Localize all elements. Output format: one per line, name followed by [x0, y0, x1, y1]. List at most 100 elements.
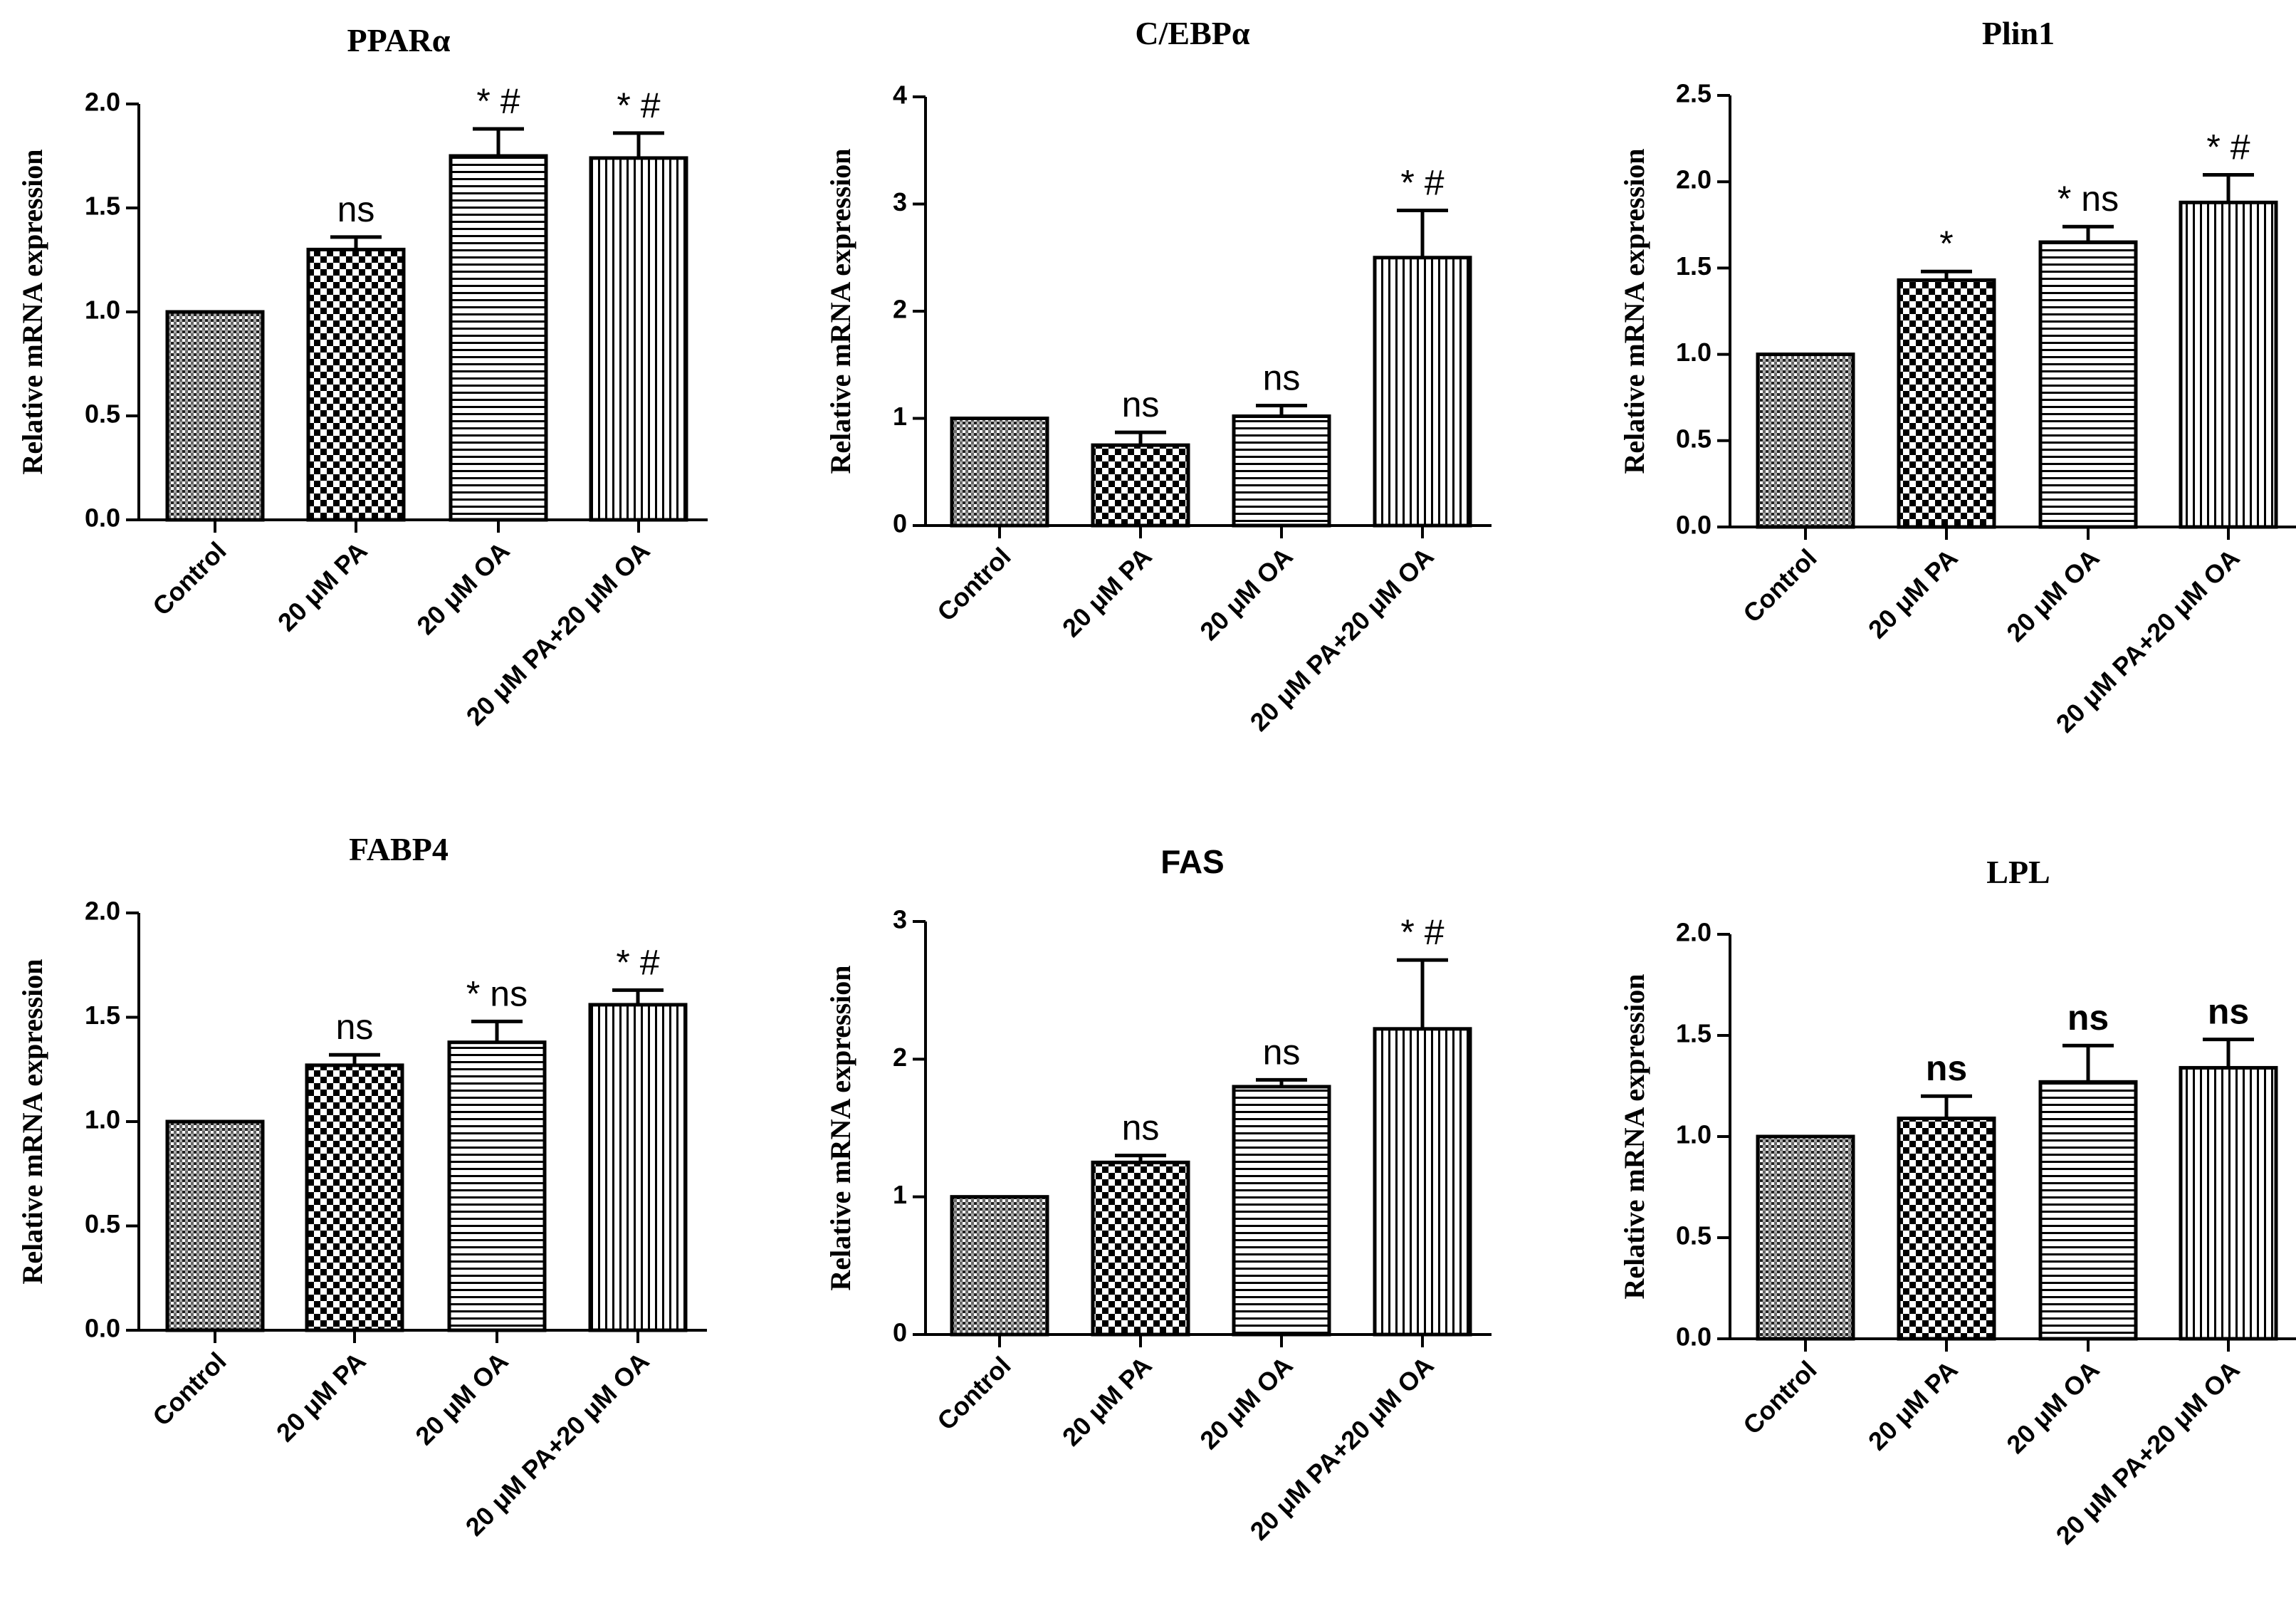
- y-tick-label: 3: [893, 905, 907, 934]
- significance-label: *: [1939, 224, 1953, 263]
- chart-panel-1: PPARα Relative mRNA expression 0.0 0.5 1.0 1.…: [16, 22, 708, 731]
- significance-label: * #: [1400, 912, 1444, 952]
- y-tick-label: 1.5: [85, 1001, 120, 1030]
- x-tick-label: 20 μM OA: [2001, 543, 2104, 647]
- x-tick-label: 20 μM OA: [1194, 542, 1298, 646]
- bar-3: [1232, 1085, 1331, 1337]
- y-tick-label: 2: [893, 295, 907, 324]
- x-tick-label: 20 μM OA: [409, 1347, 513, 1451]
- y-axis-label: Relative mRNA expression: [1618, 974, 1650, 1300]
- y-tick-label: 1: [893, 402, 907, 431]
- significance-label: ns: [2067, 998, 2109, 1038]
- y-tick-label: 1.5: [1676, 1019, 1711, 1048]
- chart-title: PPARα: [347, 22, 451, 58]
- bar-2: [306, 247, 406, 522]
- bar-1: [165, 1119, 265, 1332]
- x-tick-label: Control: [147, 1347, 231, 1431]
- y-tick-label: 0.5: [1676, 1221, 1711, 1250]
- x-tick-label: 20 μM OA: [411, 536, 515, 640]
- x-tick-label: Control: [931, 542, 1016, 627]
- y-tick-label: 2.0: [1676, 165, 1711, 194]
- y-tick-label: 2.0: [85, 88, 120, 117]
- y-tick-label: 1.5: [1676, 251, 1711, 281]
- y-tick-label: 0.5: [85, 400, 120, 429]
- bar-2: [305, 1063, 404, 1332]
- x-tick-label: 20 μM PA: [1862, 543, 1964, 644]
- x-tick-label: 20 μM PA: [1057, 1351, 1158, 1452]
- chart-title: LPL: [1986, 854, 2050, 890]
- bar-3: [2038, 240, 2138, 529]
- bar-3: [2038, 1080, 2138, 1341]
- bar-2: [1897, 278, 1996, 529]
- significance-label: * #: [617, 85, 660, 125]
- bar-4: [2179, 200, 2278, 529]
- y-tick-label: 2.0: [85, 897, 120, 926]
- y-axis-label: Relative mRNA expression: [824, 966, 856, 1291]
- y-axis-label: Relative mRNA expression: [824, 149, 856, 474]
- y-axis-label: Relative mRNA expression: [16, 959, 48, 1285]
- y-tick-label: 0.5: [1676, 424, 1711, 453]
- significance-label: ns: [1263, 1032, 1301, 1072]
- y-tick-label: 2.5: [1676, 79, 1711, 108]
- x-tick-label: 20 μM PA: [1862, 1355, 1964, 1456]
- x-tick-label: Control: [931, 1351, 1016, 1436]
- y-tick-label: 4: [893, 80, 907, 110]
- y-tick-label: 2: [893, 1043, 907, 1072]
- y-tick-label: 0: [893, 1318, 907, 1347]
- y-tick-label: 1.5: [85, 192, 120, 221]
- bar-4: [589, 156, 688, 522]
- y-tick-label: 1.0: [85, 296, 120, 325]
- y-tick-label: 1.0: [1676, 338, 1711, 367]
- bar-4: [2179, 1065, 2278, 1341]
- y-tick-label: 2.0: [1676, 918, 1711, 947]
- bar-4: [588, 1003, 688, 1332]
- y-tick-label: 3: [893, 187, 907, 216]
- significance-label: ns: [2208, 992, 2249, 1032]
- bar-1: [1756, 1134, 1855, 1341]
- bar-1: [165, 310, 265, 522]
- y-tick-label: 0.5: [85, 1209, 120, 1238]
- significance-label: * #: [1400, 163, 1444, 203]
- bar-1: [950, 1195, 1049, 1337]
- x-tick-label: 20 μM PA: [1057, 542, 1158, 643]
- significance-label: ns: [1263, 357, 1301, 397]
- bar-1: [950, 417, 1049, 528]
- significance-label: ns: [336, 1007, 374, 1047]
- significance-label: * ns: [466, 973, 528, 1013]
- bar-1: [1756, 352, 1855, 529]
- y-tick-label: 0.0: [1676, 511, 1711, 540]
- y-tick-label: 0.0: [85, 503, 120, 533]
- chart-panel-4: FABP4 Relative mRNA expression 0.0 0.5 1.0 1.…: [16, 831, 707, 1542]
- y-tick-label: 1.0: [1676, 1120, 1711, 1149]
- bar-2: [1091, 443, 1190, 528]
- chart-panel-6: LPL Relative mRNA expression 0.0 0.5 1.0 1.5 2…: [1618, 854, 2296, 1550]
- chart-panel-2: C/EBPα Relative mRNA expression 0 1 2 3 4 Contr…: [824, 15, 1492, 737]
- significance-label: ns: [1926, 1048, 1967, 1088]
- chart-title: Plin1: [1982, 15, 2055, 51]
- bar-4: [1373, 256, 1472, 528]
- y-tick-label: 0: [893, 509, 907, 538]
- bar-4: [1373, 1027, 1472, 1337]
- x-tick-label: 20 μM OA: [1194, 1351, 1298, 1455]
- significance-label: ns: [1122, 1108, 1160, 1148]
- x-tick-label: Control: [1737, 1355, 1822, 1440]
- y-tick-label: 1.0: [85, 1105, 120, 1134]
- x-tick-label: Control: [147, 536, 231, 621]
- chart-panel-5: FAS Relative mRNA expression 0 1 2 3 Control 20…: [824, 843, 1492, 1546]
- chart-panel-3: Plin1 Relative mRNA expression 0.0 0.5 1.0 1.…: [1618, 15, 2296, 738]
- y-tick-label: 0.0: [85, 1314, 120, 1343]
- bar-3: [447, 1040, 547, 1332]
- significance-label: * ns: [2058, 179, 2119, 219]
- x-tick-label: 20 μM PA: [272, 536, 373, 637]
- chart-title: FAS: [1160, 843, 1224, 880]
- y-axis-label: Relative mRNA expression: [16, 150, 48, 475]
- bar-2: [1091, 1160, 1190, 1337]
- y-tick-label: 1: [893, 1180, 907, 1209]
- x-tick-label: Control: [1737, 543, 1822, 628]
- bar-2: [1897, 1116, 1996, 1341]
- x-tick-label: 20 μM PA: [271, 1347, 372, 1448]
- bar-3: [1232, 414, 1331, 528]
- x-tick-label: 20 μM OA: [2001, 1355, 2104, 1459]
- y-axis-label: Relative mRNA expression: [1618, 149, 1650, 474]
